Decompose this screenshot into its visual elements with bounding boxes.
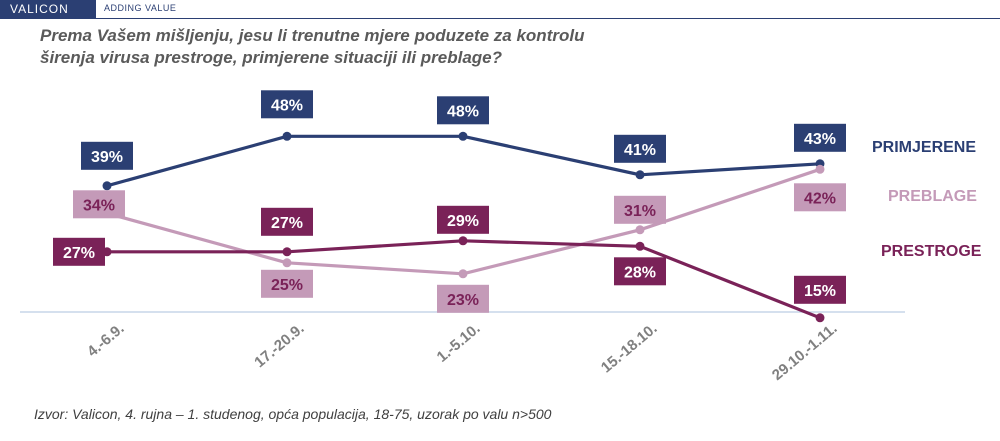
data-label-box-primjerene-5 — [794, 123, 846, 152]
x-tick-label-4: 15.-18.10. — [598, 320, 661, 376]
x-tick-label-2: 17.-20.9. — [251, 320, 307, 371]
series-name-prestroge: PRESTROGE — [881, 243, 982, 260]
data-label-box-prestroge-1 — [53, 237, 105, 266]
data-label-box-prestroge-4 — [614, 257, 666, 286]
data-label-prestroge-3: 29% — [447, 213, 479, 230]
data-label-prestroge-1: 27% — [63, 245, 95, 262]
data-point-primjerene-3 — [458, 131, 468, 141]
data-label-box-primjerene-4 — [614, 134, 666, 163]
data-label-primjerene-1: 39% — [91, 149, 123, 166]
data-point-primjerene-4 — [635, 170, 645, 180]
data-label-box-prestroge-2 — [261, 207, 313, 236]
data-label-box-preblage-4 — [614, 195, 666, 224]
data-label-preblage-2: 25% — [271, 277, 303, 294]
header-rule — [96, 18, 1000, 19]
data-label-primjerene-3: 48% — [447, 103, 479, 120]
data-point-preblage-4 — [635, 225, 645, 235]
data-point-prestroge-3 — [458, 236, 468, 246]
data-label-box-preblage-1 — [73, 190, 125, 219]
data-point-preblage-2 — [282, 258, 292, 268]
x-tick-label-1: 4.-6.9. — [84, 320, 128, 360]
data-label-box-primjerene-3 — [437, 96, 489, 125]
data-label-preblage-5: 42% — [804, 190, 836, 207]
data-label-preblage-4: 31% — [624, 203, 656, 220]
data-point-prestroge-4 — [635, 241, 645, 251]
chart-source-note: Izvor: Valicon, 4. rujna – 1. studenog, … — [34, 406, 552, 422]
data-point-prestroge-2 — [282, 247, 292, 257]
x-tick-label-3: 1.-5.10. — [434, 320, 484, 366]
data-point-preblage-3 — [458, 269, 468, 279]
data-label-prestroge-5: 15% — [804, 283, 836, 300]
data-label-box-preblage-5 — [794, 183, 846, 212]
data-label-box-preblage-2 — [261, 269, 313, 298]
valicon-logo: VALICON — [0, 0, 96, 19]
data-label-preblage-1: 34% — [83, 197, 115, 214]
data-point-primjerene-1 — [102, 181, 112, 191]
series-name-preblage: PREBLAGE — [888, 188, 977, 205]
data-label-primjerene-4: 41% — [624, 142, 656, 159]
data-label-primjerene-5: 43% — [804, 131, 836, 148]
brand-header: VALICON ADDING VALUE — [0, 0, 1000, 22]
data-label-primjerene-2: 48% — [271, 97, 303, 114]
x-tick-label-5: 29.10.-1.11. — [769, 320, 841, 384]
data-label-box-primjerene-1 — [81, 141, 133, 170]
data-label-preblage-3: 23% — [447, 292, 479, 309]
data-point-preblage-5 — [815, 164, 825, 174]
data-label-box-preblage-3 — [437, 284, 489, 313]
data-label-box-prestroge-5 — [794, 275, 846, 304]
brand-tagline: ADDING VALUE — [104, 3, 177, 13]
series-name-primjerene: PRIMJERENE — [872, 139, 976, 156]
data-label-box-prestroge-3 — [437, 205, 489, 234]
data-label-box-primjerene-2 — [261, 90, 313, 119]
series-line-primjerene — [106, 134, 821, 188]
data-label-prestroge-2: 27% — [271, 215, 303, 232]
data-point-prestroge-5 — [815, 313, 825, 323]
data-label-prestroge-4: 28% — [624, 264, 656, 281]
chart-question-title: Prema Vašem mišljenju, jesu li trenutne … — [40, 26, 585, 67]
data-point-primjerene-2 — [282, 131, 292, 141]
